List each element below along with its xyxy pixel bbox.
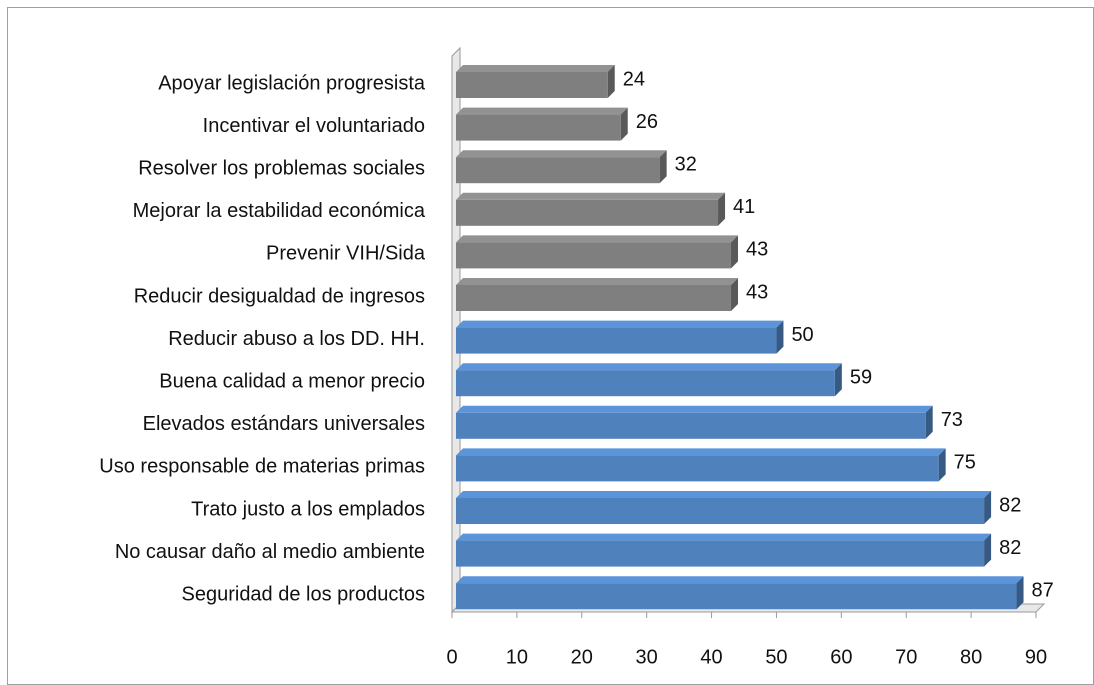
bar-side <box>731 278 739 311</box>
bar-top <box>456 533 992 541</box>
y-tick-label: Prevenir VIH/Sida <box>266 243 426 265</box>
bar-top <box>456 320 784 328</box>
bar-top <box>456 235 739 243</box>
value-label: 43 <box>746 281 768 303</box>
bar-front <box>456 370 835 397</box>
y-tick-label: No causar daño al medio ambiente <box>115 541 425 563</box>
bar-top <box>456 405 933 413</box>
x-tick-label: 30 <box>636 646 658 668</box>
value-label: 24 <box>623 68 645 90</box>
bar-front <box>456 327 777 354</box>
bar <box>456 363 842 397</box>
x-tick-label: 50 <box>765 646 787 668</box>
y-tick-label: Resolver los problemas sociales <box>138 157 425 179</box>
bar <box>456 448 946 482</box>
bar-side <box>607 65 615 98</box>
bar-top <box>456 150 667 158</box>
bar <box>456 278 739 311</box>
bar-side <box>925 405 933 439</box>
bar-top <box>456 363 842 371</box>
bar-front <box>456 583 1017 610</box>
bar-side <box>1016 576 1024 610</box>
y-tick-label: Uso responsable de materias primas <box>99 456 425 478</box>
x-tick-label: 60 <box>830 646 852 668</box>
bar-front <box>456 540 985 567</box>
bar-top <box>456 448 946 456</box>
x-tick-label: 0 <box>446 646 457 668</box>
x-tick-label: 70 <box>895 646 917 668</box>
x-tick-label: 90 <box>1025 646 1047 668</box>
bar-top <box>456 65 615 72</box>
x-tick-label: 10 <box>506 646 528 668</box>
y-tick-label: Seguridad de los productos <box>182 583 426 605</box>
bar-top <box>456 107 628 115</box>
bar <box>456 405 933 439</box>
bar-side <box>834 363 842 397</box>
bar <box>456 235 739 269</box>
bar-side <box>938 448 946 482</box>
bar-front <box>456 285 732 311</box>
bar-front <box>456 72 608 98</box>
value-label: 75 <box>954 452 976 474</box>
y-tick-label: Apoyar legislación progresista <box>158 72 426 94</box>
bar-side <box>776 320 784 354</box>
bar-side <box>731 235 739 269</box>
bar-side <box>718 192 726 226</box>
value-label: 73 <box>941 409 963 431</box>
bar-front <box>456 498 985 524</box>
value-label: 50 <box>791 324 813 346</box>
bar <box>456 65 615 98</box>
bar-top <box>456 278 739 285</box>
bar-side <box>984 533 992 567</box>
bar-top <box>456 491 992 498</box>
y-tick-label: Reducir abuso a los DD. HH. <box>168 328 425 350</box>
bar-top <box>456 192 726 200</box>
value-label: 87 <box>1032 579 1054 601</box>
bar-side <box>659 150 667 184</box>
bar <box>456 576 1024 610</box>
value-label: 41 <box>733 196 755 218</box>
y-tick-label: Mejorar la estabilidad económica <box>133 200 426 222</box>
bar-front <box>456 242 732 269</box>
value-label: 43 <box>746 239 768 261</box>
y-tick-label: Incentivar el voluntariado <box>203 115 425 137</box>
value-label: 82 <box>999 494 1021 516</box>
bar-front <box>456 114 621 141</box>
bar <box>456 320 784 354</box>
bar-top <box>456 576 1024 584</box>
x-tick-label: 20 <box>571 646 593 668</box>
bar <box>456 150 667 184</box>
bar <box>456 107 628 141</box>
value-label: 26 <box>636 111 658 133</box>
bar-front <box>456 157 660 184</box>
bar <box>456 192 726 226</box>
bar <box>456 491 992 524</box>
y-tick-label: Buena calidad a menor precio <box>159 370 425 392</box>
bar-front <box>456 455 939 482</box>
y-tick-label: Elevados estándars universales <box>143 413 425 435</box>
x-tick-label: 40 <box>700 646 722 668</box>
value-label: 82 <box>999 537 1021 559</box>
bar <box>456 533 992 567</box>
value-label: 59 <box>850 366 872 388</box>
bar-side <box>620 107 628 141</box>
x-tick-label: 80 <box>960 646 982 668</box>
y-tick-label: Trato justo a los emplados <box>191 498 425 520</box>
y-tick-label: Reducir desigualdad de ingresos <box>134 285 425 307</box>
value-label: 32 <box>675 153 697 175</box>
bar-side <box>984 491 992 524</box>
bar-front <box>456 412 926 439</box>
bar-front <box>456 199 719 226</box>
